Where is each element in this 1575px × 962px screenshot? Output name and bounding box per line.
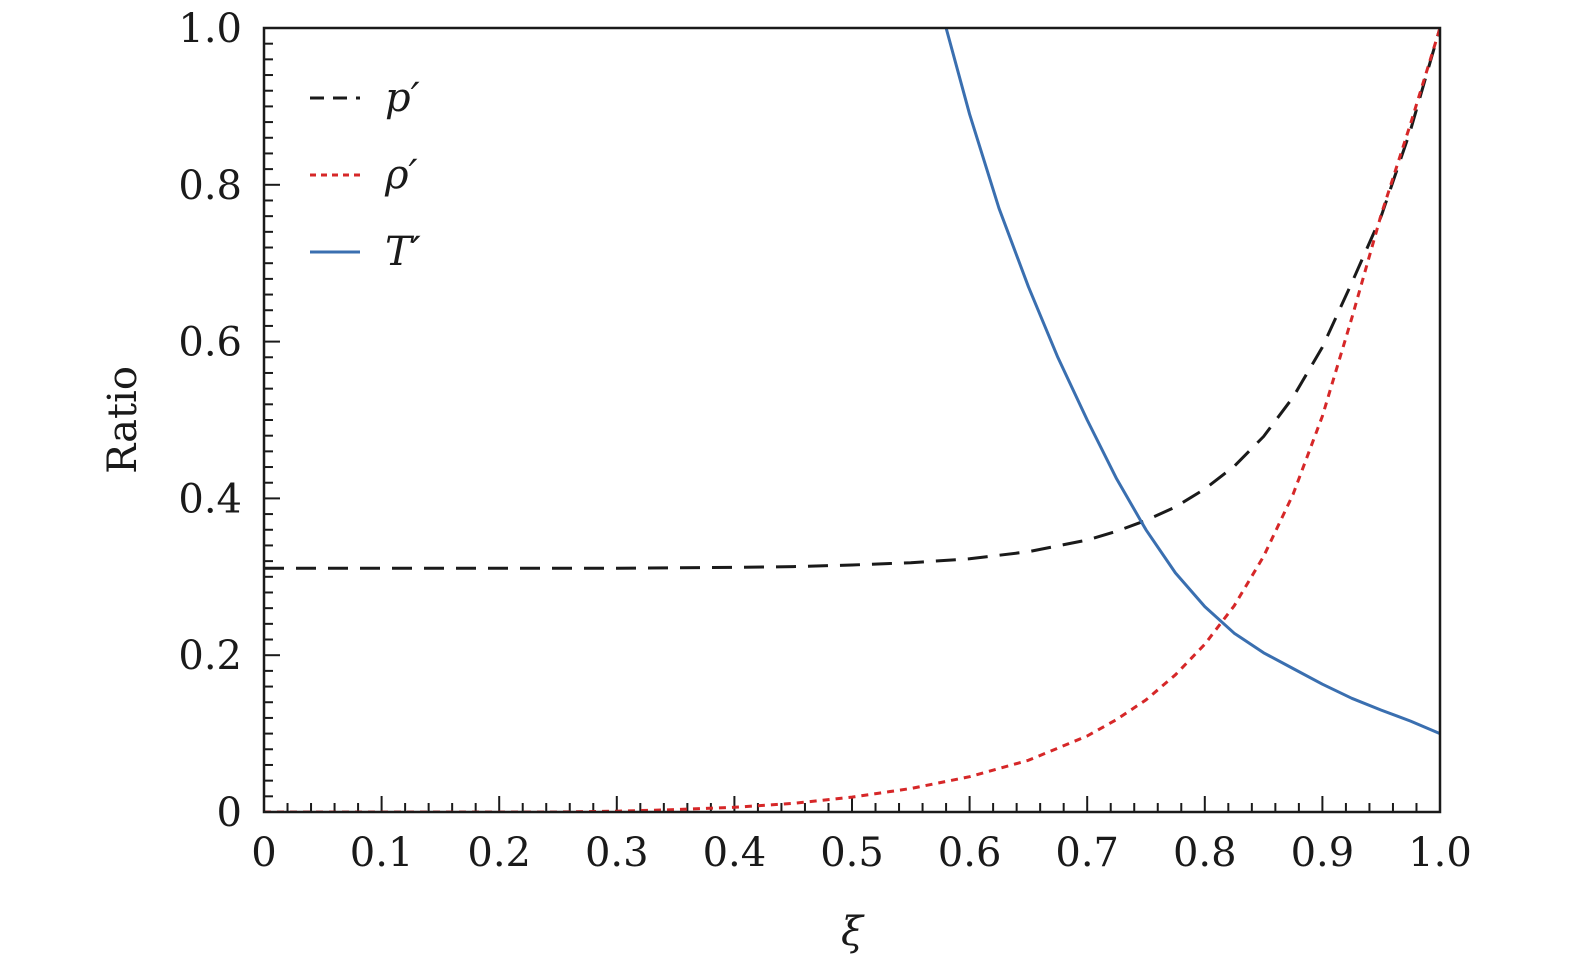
plot-series [264, 28, 1440, 812]
legend-label: T′ [385, 229, 421, 275]
x-tick-label: 0.7 [1055, 830, 1119, 876]
series-line-1 [264, 28, 1440, 570]
series-line-2 [264, 28, 1440, 812]
x-tick-label: 0.8 [1173, 830, 1237, 876]
x-tick-label: 0.4 [703, 830, 767, 876]
legend-label: ρ′ [384, 152, 418, 198]
x-tick-label: 1.0 [1408, 830, 1472, 876]
legend: p′ ρ′ T′ [310, 75, 421, 275]
y-tick-label: 1.0 [178, 6, 242, 52]
tick-labels: 0 0.1 0.2 0.3 0.4 0.5 0.6 0.7 0.8 0.9 1.0 0 0.2 0.4 0.… [178, 6, 1471, 876]
x-axis-label: ξ [841, 909, 865, 955]
y-tick-label: 0.2 [178, 633, 242, 679]
x-tick-label: 0.9 [1291, 830, 1355, 876]
x-tick-label: 0.6 [938, 830, 1002, 876]
x-tick-label: 0.3 [585, 830, 649, 876]
axis-ticks [263, 27, 1441, 813]
series-line-3 [944, 28, 1440, 735]
y-axis-label: Ratio [100, 366, 146, 474]
x-tick-label: 0.5 [820, 830, 884, 876]
y-tick-label: 0.8 [178, 163, 242, 209]
plot-frame [262, 26, 1442, 814]
y-tick-label: 0 [217, 790, 242, 836]
x-tick-label: 0 [251, 830, 276, 876]
x-tick-label: 0.1 [350, 830, 414, 876]
x-tick-label: 0.2 [467, 830, 531, 876]
y-tick-label: 0.6 [178, 320, 242, 366]
legend-label: p′ [385, 75, 420, 121]
y-tick-label: 0.4 [178, 476, 242, 522]
